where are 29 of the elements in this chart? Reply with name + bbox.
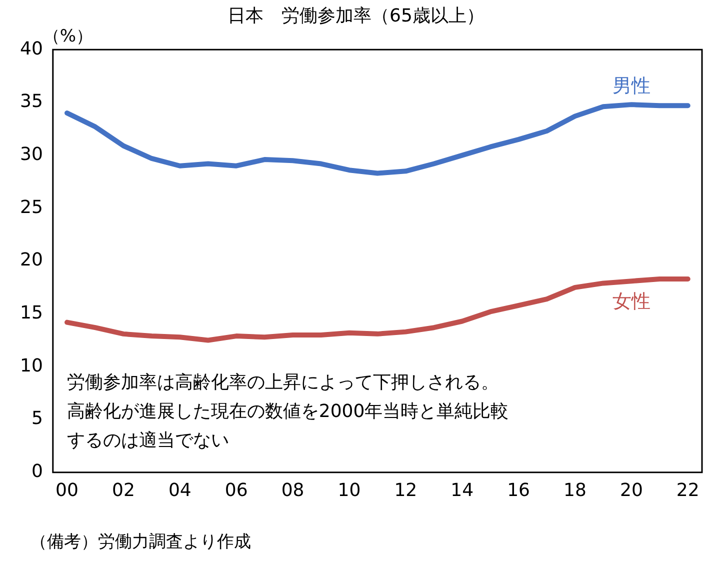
- y-tick-label: 25: [20, 196, 43, 218]
- y-tick-label: 35: [20, 91, 43, 112]
- series-label: 女性: [612, 290, 650, 313]
- y-tick-label: 0: [31, 461, 43, 482]
- annotation: 労働参加率は高齢化率の上昇によって下押しされる。: [66, 372, 499, 394]
- y-tick-label: 15: [20, 302, 43, 324]
- x-tick-label: 14: [450, 480, 474, 501]
- text: （備考）労働力調査より作成: [30, 531, 251, 553]
- y-tick-label: 30: [20, 144, 43, 165]
- y-axis-title: （%）: [42, 26, 94, 47]
- annotation: するのは適当でない: [66, 430, 229, 452]
- x-tick-label: 20: [620, 480, 643, 501]
- x-tick-label: 04: [168, 480, 192, 501]
- x-tick-label: 22: [676, 480, 700, 501]
- y-tick-label: 10: [20, 355, 43, 376]
- y-tick-label: 40: [20, 38, 43, 60]
- x-tick-label: 10: [338, 480, 361, 501]
- x-tick-label: 16: [507, 480, 530, 501]
- x-tick-label: 08: [281, 480, 304, 501]
- series-label: 男性: [612, 75, 650, 97]
- x-tick-label: 06: [224, 480, 248, 501]
- x-tick-label: 12: [394, 480, 418, 501]
- x-tick-label: 18: [564, 480, 586, 501]
- x-tick-label: 00: [56, 480, 78, 501]
- annotation: 高齢化が進展した現在の数値を2000年当時と単純比較: [66, 401, 509, 422]
- y-tick-label: 5: [31, 408, 43, 430]
- y-tick-label: 20: [20, 250, 43, 271]
- chart-title: 日本 労働参加率（65歳以上）: [228, 5, 484, 26]
- x-tick-label: 02: [112, 480, 135, 501]
